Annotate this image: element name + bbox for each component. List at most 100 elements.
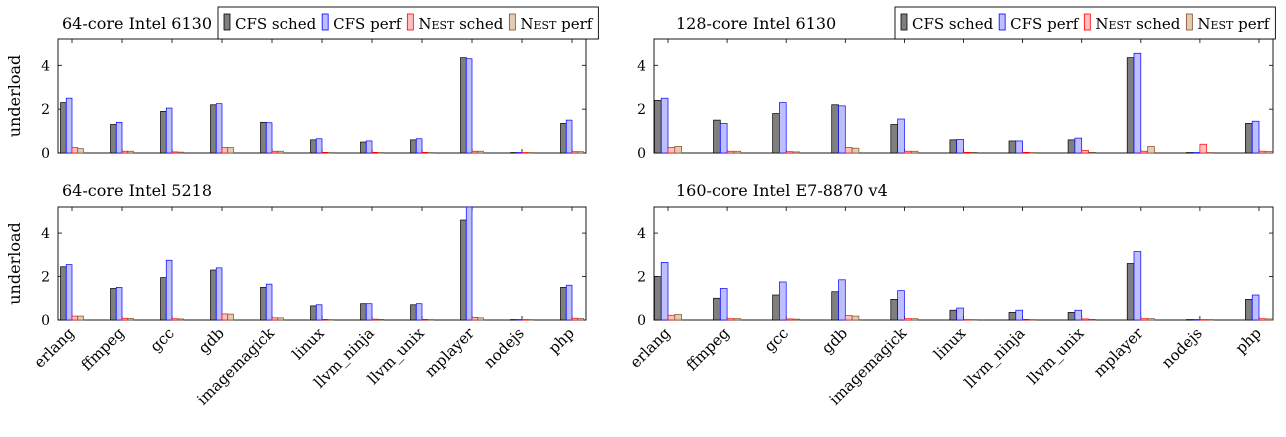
bar-cfs-sched-llvm_ninja xyxy=(1008,312,1017,321)
bar-cfs-perf-llvm_ninja xyxy=(1015,309,1023,321)
bar-nest-perf-mplayer xyxy=(477,150,484,154)
y-tick-label: 4 xyxy=(637,58,646,74)
bar-cfs-perf-php xyxy=(1251,294,1260,321)
legend-swatch-cfs-perf xyxy=(998,13,1006,31)
bar-cfs-perf-linux xyxy=(956,139,964,154)
bar-nest-sched-php xyxy=(1258,318,1267,321)
bar-nest-sched-gdb xyxy=(221,313,229,321)
y-tick-label: 4 xyxy=(41,58,50,74)
legend: CFS sched CFS perf Nest sched Nest perf xyxy=(894,6,1276,40)
bar-cfs-perf-linux xyxy=(956,307,964,321)
bar-nest-sched-gcc xyxy=(171,318,179,321)
x-tick-label: ffmpeg xyxy=(78,324,128,374)
legend-swatch-nest-perf xyxy=(1185,13,1193,31)
bar-cfs-sched-nodejs xyxy=(1185,319,1194,321)
bar-nest-sched-ffmpeg xyxy=(726,150,735,154)
legend-swatch-nest-perf xyxy=(508,13,516,31)
y-tick-label: 2 xyxy=(637,102,646,118)
bar-cfs-sched-linux xyxy=(310,139,317,154)
bar-cfs-perf-nodejs xyxy=(1192,152,1201,154)
bar-nest-sched-gcc xyxy=(171,151,179,154)
bar-cfs-perf-gcc xyxy=(779,281,787,321)
x-tick-label: php xyxy=(1232,324,1265,357)
legend-swatch-cfs-sched xyxy=(223,13,231,31)
bar-nest-perf-erlang xyxy=(77,148,84,154)
bar-cfs-perf-linux xyxy=(315,138,323,154)
y-tick-label: 2 xyxy=(41,102,50,118)
bar-cfs-sched-imagemagick xyxy=(260,121,267,154)
bar-nest-perf-ffmpeg xyxy=(733,318,742,321)
bar-cfs-sched-erlang xyxy=(60,102,67,154)
bar-cfs-perf-php xyxy=(565,284,573,321)
bar-cfs-sched-ffmpeg xyxy=(110,124,117,154)
bar-nest-sched-erlang xyxy=(667,314,676,321)
x-tick-label: linux xyxy=(289,324,329,364)
bar-nest-sched-linux xyxy=(321,151,329,154)
bar-cfs-sched-ffmpeg xyxy=(713,297,721,321)
bar-nest-perf-erlang xyxy=(77,315,84,321)
legend-label-cfs-sched: CFS sched xyxy=(912,15,994,33)
legend-swatch-nest-sched xyxy=(406,13,414,31)
bar-cfs-perf-gcc xyxy=(165,259,173,321)
bar-cfs-sched-erlang xyxy=(654,276,662,321)
bar-nest-sched-ffmpeg xyxy=(726,318,735,321)
bar-cfs-perf-mplayer xyxy=(1133,52,1142,154)
bar-nest-perf-imagemagick xyxy=(910,318,919,321)
bar-cfs-perf-llvm_ninja xyxy=(1015,140,1023,154)
bar-cfs-sched-llvm_unix xyxy=(1067,139,1076,154)
bar-nest-perf-linux xyxy=(969,319,978,321)
plot-frame xyxy=(57,206,587,321)
legend-swatch-nest-sched xyxy=(1083,13,1091,31)
bar-cfs-sched-ffmpeg xyxy=(110,288,117,321)
bar-cfs-perf-gdb xyxy=(838,105,846,154)
bar-cfs-perf-llvm_ninja xyxy=(365,303,373,321)
bar-cfs-sched-gcc xyxy=(160,277,167,321)
bar-nest-perf-llvm_ninja xyxy=(1029,319,1037,321)
bar-cfs-perf-erlang xyxy=(65,97,73,154)
bar-cfs-perf-gdb xyxy=(215,267,223,321)
bar-nest-sched-mplayer xyxy=(1140,150,1148,154)
bar-cfs-sched-gdb xyxy=(831,291,839,321)
bar-cfs-perf-imagemagick xyxy=(265,283,273,321)
bar-nest-perf-php xyxy=(1265,318,1273,321)
bar-nest-sched-llvm_ninja xyxy=(1022,151,1030,154)
bar-cfs-sched-gdb xyxy=(210,269,217,321)
bar-nest-perf-gdb xyxy=(227,313,234,321)
bar-cfs-sched-php xyxy=(560,287,567,321)
bar-cfs-sched-llvm_ninja xyxy=(1008,140,1017,154)
bar-cfs-sched-gcc xyxy=(772,113,780,154)
x-tick-label: gdb xyxy=(195,324,228,357)
bar-nest-perf-llvm_unix xyxy=(1088,151,1096,154)
bar-cfs-perf-ffmpeg xyxy=(719,123,728,154)
bar-nest-perf-erlang xyxy=(674,314,682,321)
bar-cfs-sched-gdb xyxy=(210,104,217,154)
legend-label-nest-perf: Nest perf xyxy=(1197,15,1270,33)
chart-panel-2: 128-core Intel 6130 0 2 4 CFS sched CFS perf N… xyxy=(637,6,1276,162)
legend-label-nest-sched: Nest sched xyxy=(418,15,503,33)
x-tick-label: gcc xyxy=(146,324,177,355)
bar-cfs-perf-gdb xyxy=(838,279,846,321)
bar-cfs-perf-llvm_unix xyxy=(1074,137,1083,154)
bar-nest-sched-llvm_ninja xyxy=(371,318,379,321)
bar-nest-perf-llvm_ninja xyxy=(1029,152,1037,154)
bar-nest-sched-php xyxy=(571,151,579,154)
plot-frame xyxy=(653,206,1274,321)
bar-cfs-perf-nodejs xyxy=(515,319,523,321)
bar-cfs-sched-erlang xyxy=(60,266,67,321)
bar-cfs-sched-imagemagick xyxy=(260,287,267,321)
bar-cfs-sched-mplayer xyxy=(460,57,467,154)
bar-nest-sched-nodejs xyxy=(1199,319,1208,321)
bar-nest-perf-imagemagick xyxy=(277,317,284,321)
x-tick-label: llvm_unix xyxy=(1024,324,1088,388)
bar-nest-perf-imagemagick xyxy=(910,150,919,154)
bar-cfs-perf-erlang xyxy=(660,262,669,321)
legend-swatch-cfs-sched xyxy=(900,13,908,31)
bar-nest-sched-php xyxy=(1258,150,1267,154)
bar-cfs-sched-linux xyxy=(949,309,958,321)
bar-nest-sched-llvm_unix xyxy=(1081,150,1089,154)
bar-nest-perf-mplayer xyxy=(477,317,484,321)
bar-cfs-perf-erlang xyxy=(65,264,73,321)
bar-cfs-sched-llvm_unix xyxy=(410,304,417,321)
bar-cfs-perf-nodejs xyxy=(1192,319,1201,321)
bar-nest-perf-imagemagick xyxy=(277,150,284,154)
